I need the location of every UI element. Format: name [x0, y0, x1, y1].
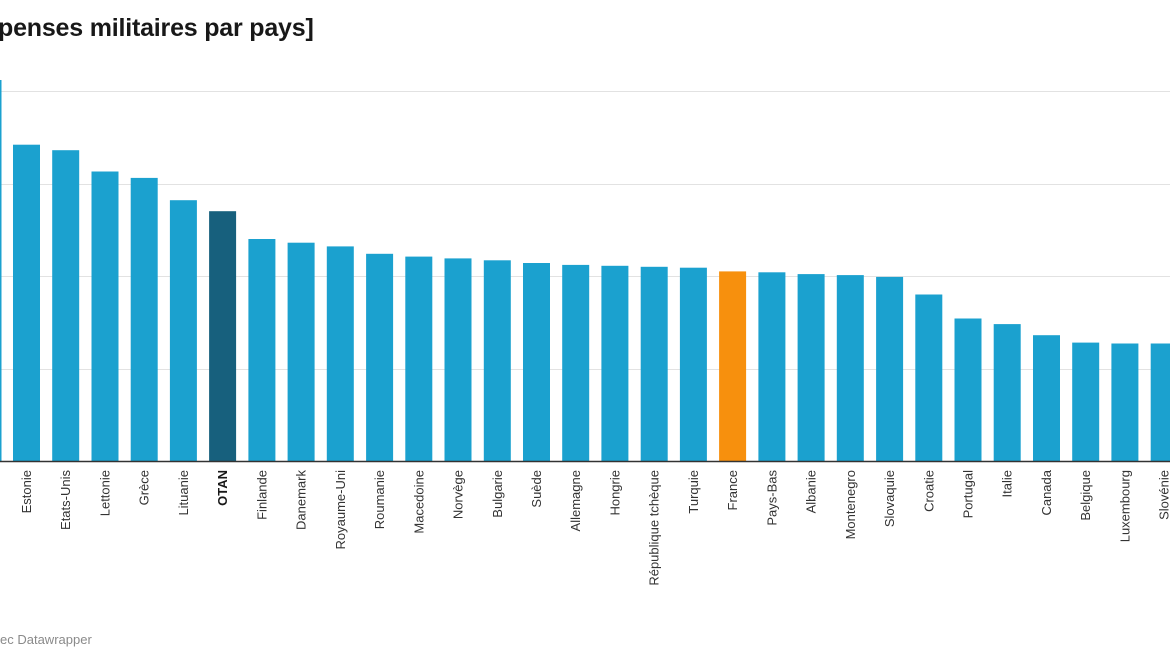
bar	[169, 200, 197, 461]
bar	[1072, 342, 1100, 461]
x-tick-label: Lettonie	[98, 470, 113, 516]
source-credit: ec Datawrapper	[0, 632, 92, 647]
x-tick-label: Luxembourg	[1117, 470, 1132, 542]
x-tick-label: Lituanie	[176, 470, 191, 516]
x-tick-label: France	[725, 470, 740, 510]
x-tick-label: Montenegro	[843, 470, 858, 539]
x-tick-label: Pays-Bas	[764, 470, 779, 526]
bar	[719, 271, 747, 461]
bar	[1150, 343, 1170, 461]
x-tick-label: Italie	[1000, 470, 1015, 497]
x-tick-label: Slovaquie	[882, 470, 897, 527]
bar	[601, 265, 629, 461]
x-tick-label: Grèce	[137, 470, 152, 505]
bar	[640, 266, 668, 462]
x-tick-label: Portugal	[961, 470, 976, 519]
bar	[797, 274, 825, 461]
x-tick-label: OTAN	[215, 470, 230, 506]
bar	[876, 276, 904, 461]
bar	[366, 253, 394, 461]
bar	[915, 294, 943, 461]
x-tick-label: Slovénie	[1157, 470, 1170, 520]
bar	[954, 318, 982, 461]
bar	[13, 144, 40, 461]
bar	[405, 256, 433, 461]
x-tick-label: Suède	[529, 470, 544, 508]
bar	[758, 272, 786, 461]
bar	[209, 211, 237, 461]
x-tick-label: Allemagne	[568, 470, 583, 531]
bar	[1033, 335, 1060, 461]
bar	[993, 324, 1021, 461]
x-tick-label: Estonie	[19, 470, 34, 513]
x-tick-label: Turquie	[686, 470, 701, 514]
x-tick-label: Canada	[1039, 469, 1054, 515]
bar	[130, 177, 158, 461]
x-tick-label: Etats-Unis	[58, 470, 73, 530]
x-tick-label: Royaume-Uni	[333, 470, 348, 550]
bar	[52, 150, 80, 461]
bar	[287, 242, 315, 461]
bar	[326, 246, 354, 461]
x-tick-label: Croatie	[921, 470, 936, 512]
bar	[248, 239, 276, 461]
x-tick-label: Belgique	[1078, 470, 1093, 521]
bar	[562, 264, 590, 461]
x-tick-label: Bulgarie	[490, 470, 505, 518]
bar	[483, 260, 511, 461]
x-tick-label: Roumanie	[372, 470, 387, 529]
x-tick-label: Danemark	[294, 470, 309, 530]
bar	[836, 275, 864, 461]
x-tick-label: Hongrie	[607, 470, 622, 516]
bar	[679, 267, 707, 461]
x-tick-label: Norvège	[451, 470, 466, 519]
x-tick-label: Macedoine	[411, 470, 426, 534]
bar	[1111, 343, 1139, 461]
bar	[523, 263, 550, 461]
x-tick-label: Albanie	[804, 470, 819, 513]
chart-title: penses militaires par pays]	[0, 14, 314, 42]
bar	[91, 171, 119, 461]
bar	[444, 258, 472, 461]
x-tick-label: Finlande	[254, 470, 269, 520]
x-tick-label: République tchèque	[647, 470, 662, 586]
